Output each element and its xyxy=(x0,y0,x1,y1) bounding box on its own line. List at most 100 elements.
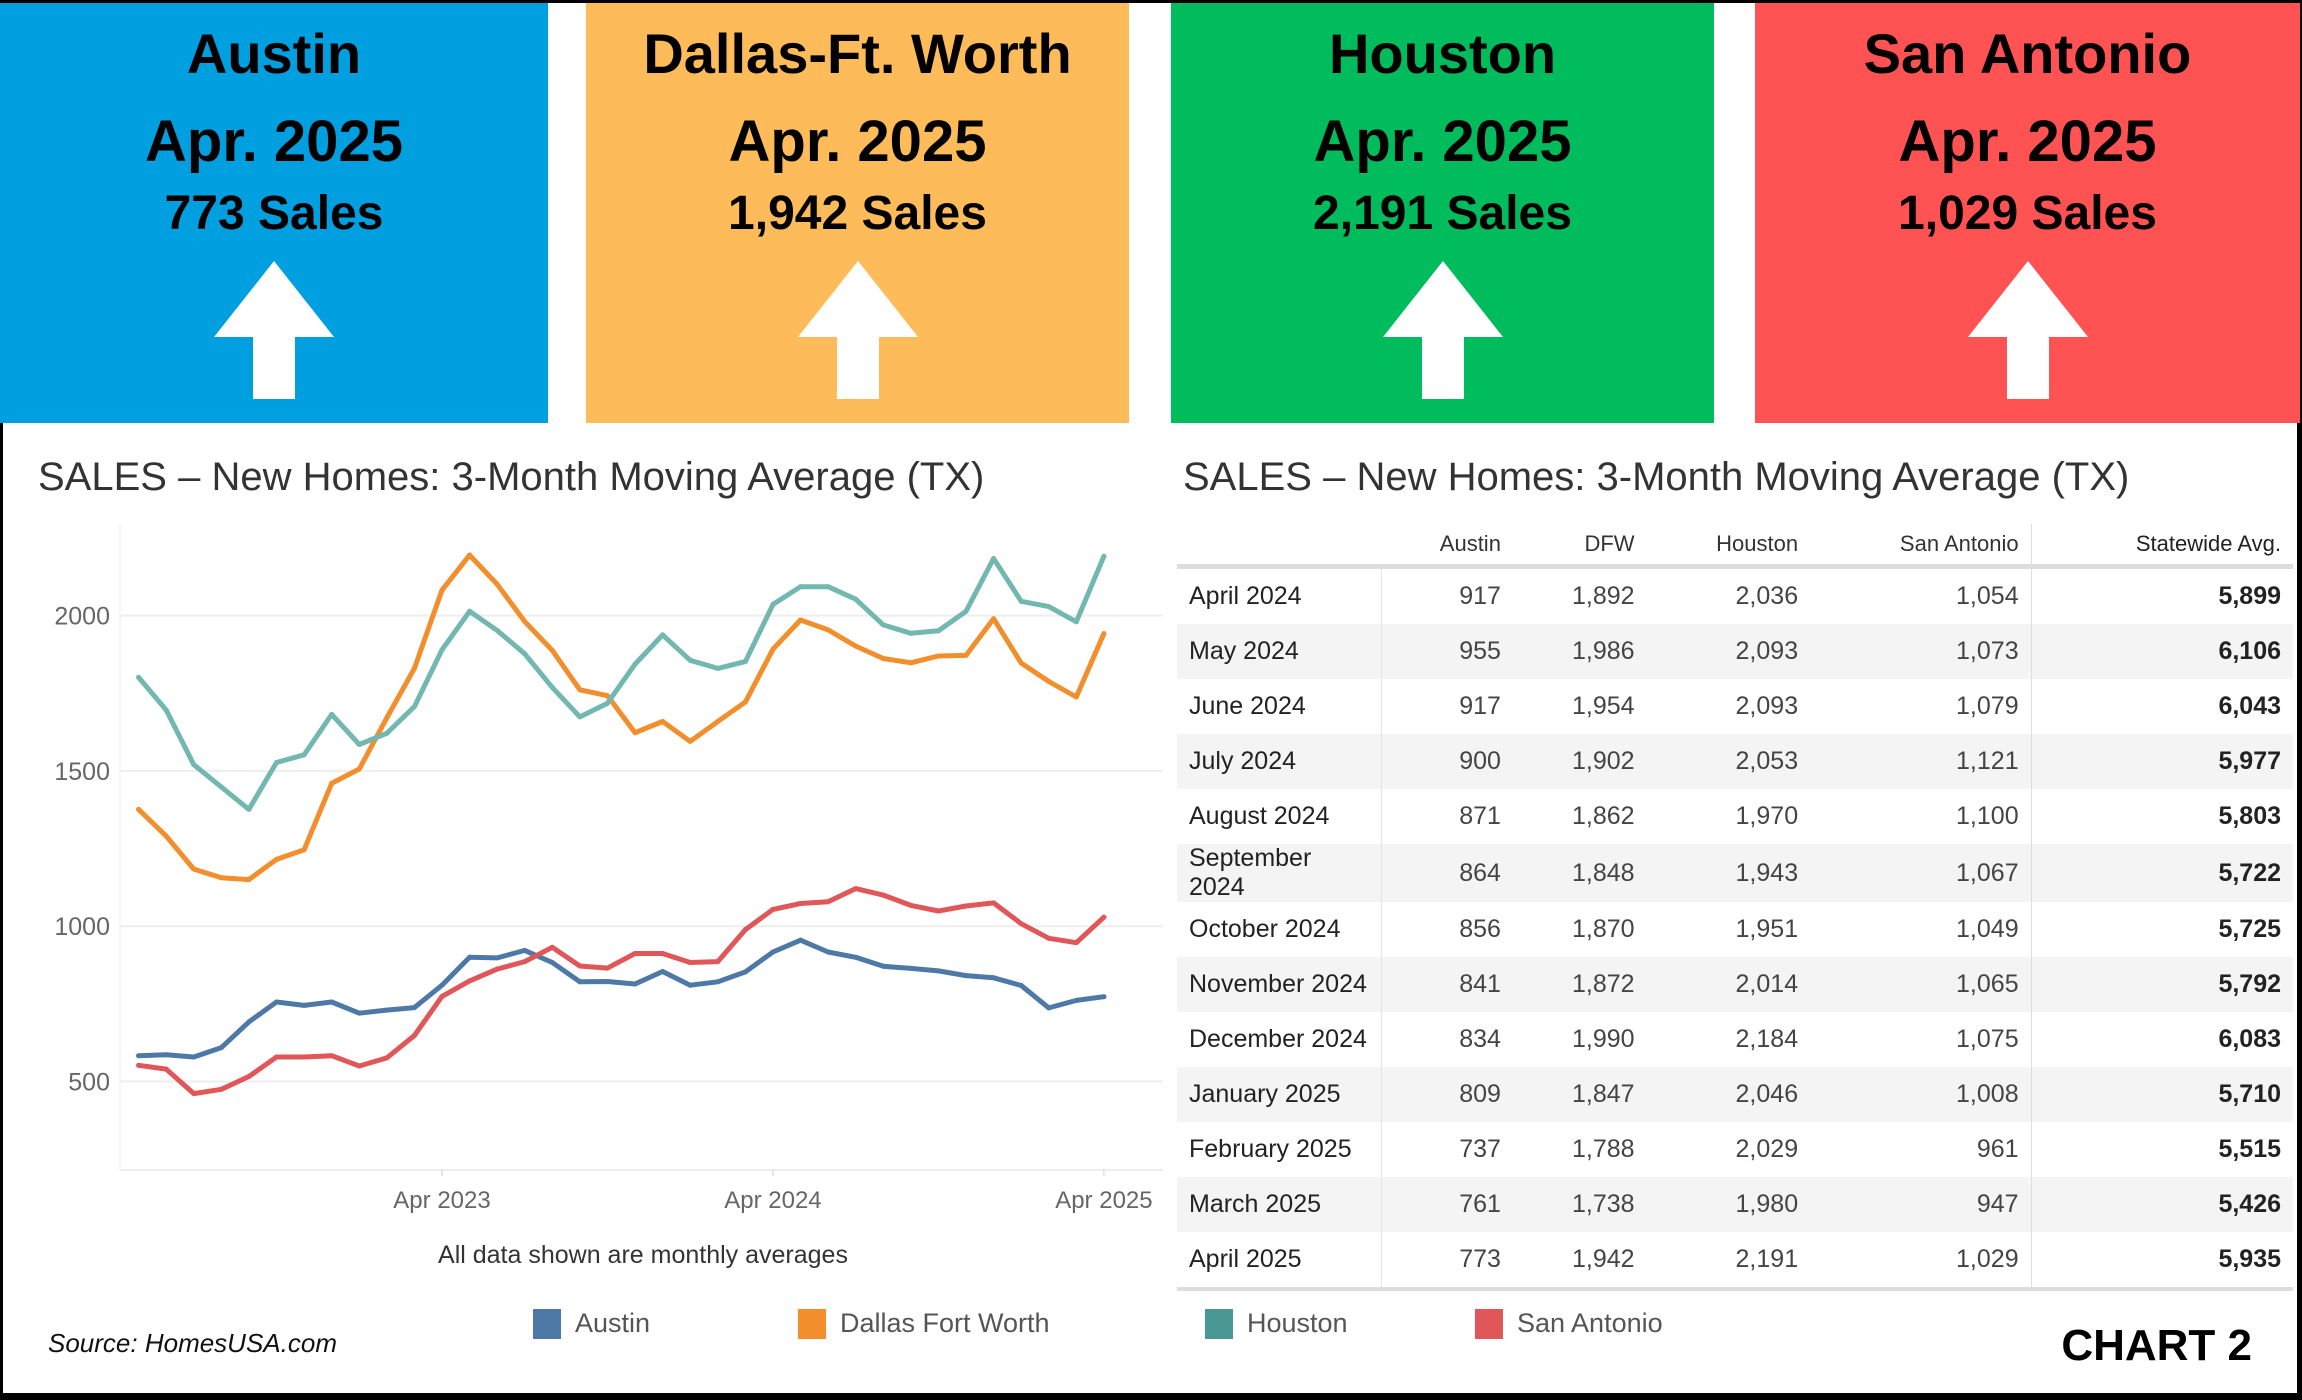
data-point xyxy=(577,963,583,969)
table-cell: 1,942 xyxy=(1571,1245,1635,1273)
data-point xyxy=(467,954,473,960)
data-point xyxy=(715,665,721,671)
table-cell: 6,043 xyxy=(2030,679,2293,734)
data-point xyxy=(908,902,914,908)
data-point xyxy=(136,674,142,680)
data-point xyxy=(467,608,473,614)
data-point xyxy=(329,780,335,786)
table-row: August 2024 871 1,862 1,970 1,100 5,803 xyxy=(1177,789,2293,844)
data-point xyxy=(384,730,390,736)
column-header: Statewide Avg. xyxy=(2030,524,2293,569)
data-point xyxy=(191,1054,197,1060)
data-point xyxy=(1018,660,1024,666)
table-cell: 5,899 xyxy=(2030,566,2293,624)
data-point xyxy=(218,1086,224,1092)
data-point xyxy=(329,1053,335,1059)
data-point xyxy=(494,581,500,587)
card-city: Dallas-Ft. Worth xyxy=(643,22,1072,85)
data-point xyxy=(218,1045,224,1051)
data-point xyxy=(577,979,583,985)
data-point xyxy=(1046,935,1052,941)
data-point xyxy=(825,627,831,633)
data-point xyxy=(136,1053,142,1059)
card-period: Apr. 2025 xyxy=(145,109,403,174)
data-point xyxy=(604,965,610,971)
data-point xyxy=(963,903,969,909)
data-point xyxy=(880,963,886,969)
data-point xyxy=(935,653,941,659)
table-cell: 773 xyxy=(1459,1245,1501,1273)
data-point xyxy=(853,596,859,602)
table-cell: 1,970 xyxy=(1735,802,1799,830)
data-point xyxy=(742,969,748,975)
card-austin: Austin Apr. 2025 773 Sales xyxy=(0,3,548,423)
data-point xyxy=(604,693,610,699)
data-point xyxy=(1073,694,1079,700)
data-point xyxy=(1018,921,1024,927)
data-point xyxy=(798,584,804,590)
data-point xyxy=(632,730,638,736)
table-cell: 1,008 xyxy=(1810,1067,2032,1122)
table-cell: 1,870 xyxy=(1571,915,1635,943)
legend-dallas-fort-worth[interactable]: Dallas Fort Worth xyxy=(798,1308,1050,1339)
data-point xyxy=(494,628,500,634)
data-point xyxy=(1073,619,1079,625)
data-point xyxy=(1073,940,1079,946)
y-tick-label: 2000 xyxy=(54,603,110,631)
card-sales: 2,191 Sales xyxy=(1313,187,1572,240)
up-arrow-icon xyxy=(1382,261,1503,399)
data-point xyxy=(963,973,969,979)
data-point xyxy=(494,966,500,972)
table-row: October 2024 856 1,870 1,951 1,049 5,725 xyxy=(1177,902,2293,957)
data-point xyxy=(687,960,693,966)
table-cell: 955 xyxy=(1381,624,1513,679)
data-point xyxy=(494,955,500,961)
table-cell: 2,014 xyxy=(1646,957,1811,1012)
data-point xyxy=(356,742,362,748)
data-point xyxy=(411,1033,417,1039)
table-header-row: Austin DFW Houston San Antonio Statewide… xyxy=(1177,524,2293,569)
y-tick-label: 1500 xyxy=(54,758,110,786)
row-label: June 2024 xyxy=(1177,679,1382,734)
table-cell: 1,075 xyxy=(1956,1025,2019,1053)
series-line-san-antonio xyxy=(136,886,1107,1097)
data-point xyxy=(191,866,197,872)
table-cell: 917 xyxy=(1459,692,1501,720)
table-cell: 1,054 xyxy=(1956,582,2019,610)
data-point xyxy=(908,660,914,666)
table-row: December 2024 834 1,990 2,184 1,075 6,083 xyxy=(1177,1012,2293,1067)
series-line-houston xyxy=(136,553,1107,812)
row-label: August 2024 xyxy=(1177,789,1382,844)
table-cell: 1,788 xyxy=(1571,1135,1635,1163)
table-row: February 2025 737 1,788 2,029 961 5,515 xyxy=(1177,1122,2293,1177)
card-city: San Antonio xyxy=(1863,22,2192,85)
data-point xyxy=(963,608,969,614)
table-cell: 1,100 xyxy=(1956,802,2019,830)
data-point xyxy=(246,1074,252,1080)
data-point xyxy=(798,901,804,907)
card-period: Apr. 2025 xyxy=(1313,109,1572,174)
table-cell: 6,106 xyxy=(2030,624,2293,679)
data-point xyxy=(384,1055,390,1061)
data-point xyxy=(467,552,473,558)
legend-san-antonio[interactable]: San Antonio xyxy=(1475,1308,1663,1339)
data-point xyxy=(770,906,776,912)
x-tick-label: Apr 2024 xyxy=(724,1187,821,1214)
table-row: July 2024 900 1,902 2,053 1,121 5,977 xyxy=(1177,734,2293,789)
legend-label: Dallas Fort Worth xyxy=(840,1308,1050,1338)
table-cell: 2,093 xyxy=(1735,692,1799,720)
column-header: DFW xyxy=(1512,524,1647,569)
table-cell: 1,872 xyxy=(1512,957,1647,1012)
data-point xyxy=(522,947,528,953)
legend-austin[interactable]: Austin xyxy=(533,1308,650,1339)
table-row: November 2024 841 1,872 2,014 1,065 5,792 xyxy=(1177,957,2293,1012)
table-row: March 2025 761 1,738 1,980 947 5,426 xyxy=(1177,1177,2293,1232)
data-point xyxy=(439,982,445,988)
legend-houston[interactable]: Houston xyxy=(1205,1308,1348,1339)
data-point xyxy=(301,847,307,853)
data-point xyxy=(522,619,528,625)
data-point xyxy=(163,1066,169,1072)
data-point xyxy=(798,617,804,623)
chart-label: CHART 2 xyxy=(2061,1321,2252,1370)
data-point xyxy=(356,1010,362,1016)
